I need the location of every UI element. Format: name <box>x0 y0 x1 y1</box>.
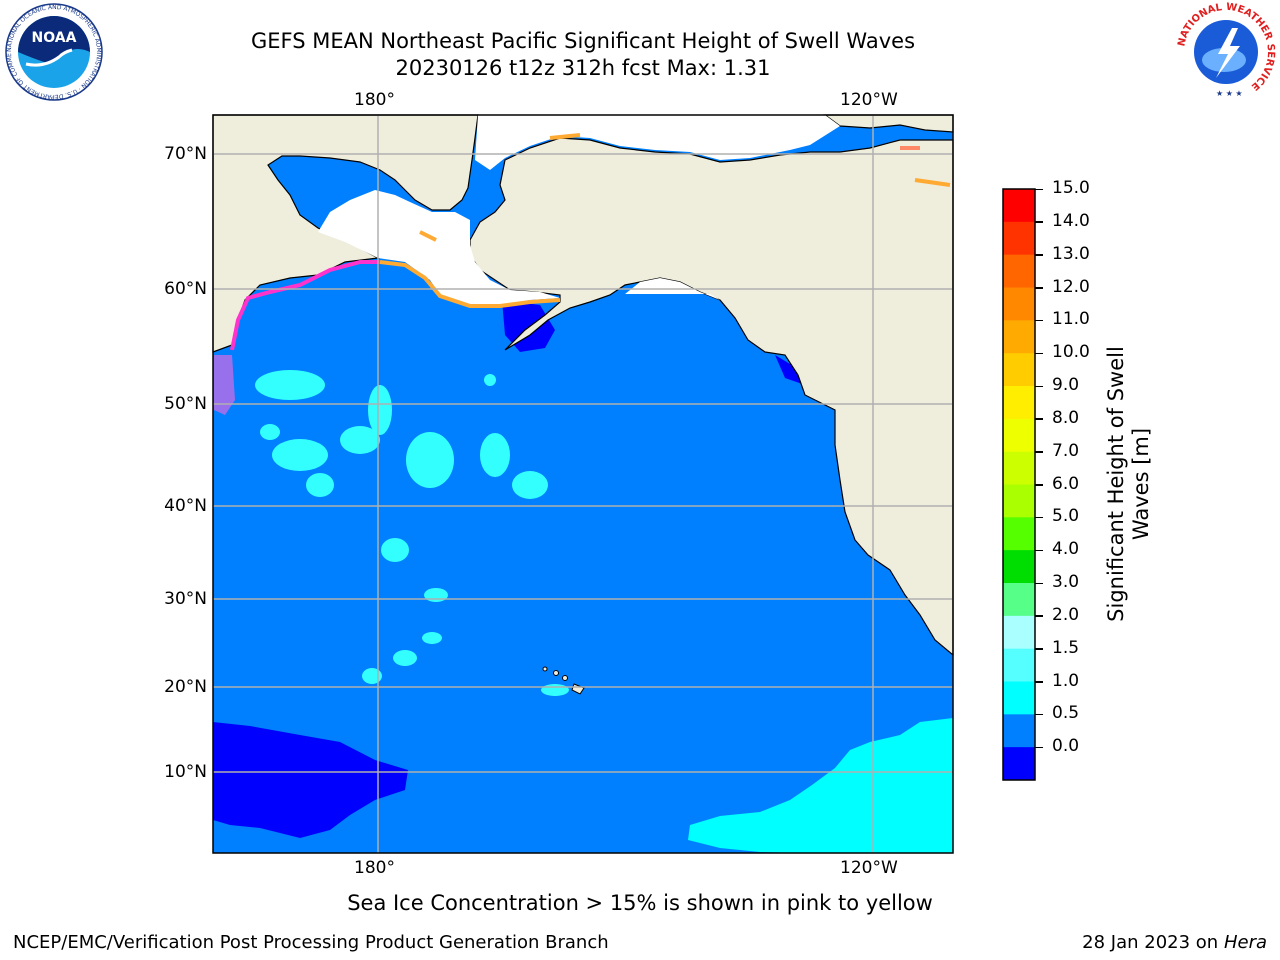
lon-label-bottom-180: 180° <box>354 858 395 878</box>
lat-label-60n: 60°N <box>164 279 207 299</box>
colorbar-tick-mark <box>1035 615 1043 617</box>
colorbar-segment <box>1003 353 1035 387</box>
colorbar-segment <box>1003 386 1035 420</box>
colorbar-tick-mark <box>1035 516 1043 519</box>
colorbar-segment <box>1003 287 1035 321</box>
colorbar-segment <box>1003 714 1035 748</box>
colorbar-segment <box>1003 615 1035 650</box>
lon-label-bottom-120w: 120°W <box>840 858 898 878</box>
colorbar-tick-label: 1.5 <box>1052 637 1080 658</box>
colorbar-segment <box>1003 550 1035 584</box>
colorbar-tick-mark <box>1035 385 1043 387</box>
colorbar-tick-label: 0.5 <box>1052 703 1080 724</box>
colorbar-segment <box>1003 747 1035 781</box>
colorbar-tick-label: 11.0 <box>1052 309 1090 330</box>
lat-label-40n: 40°N <box>164 496 207 516</box>
colorbar-segment <box>1003 221 1035 256</box>
colorbar-tick-label: 2.0 <box>1052 604 1080 625</box>
colorbar-tick-mark <box>1035 418 1043 420</box>
colorbar-tick-mark <box>1035 352 1043 355</box>
noaa-logo: NATIONAL OCEANIC AND ATMOSPHERIC ADMINIS… <box>4 2 103 101</box>
colorbar-tick-mark <box>1035 582 1043 584</box>
graticule <box>213 115 953 853</box>
colorbar-tick-label: 5.0 <box>1052 506 1080 527</box>
colorbar-tick-label: 1.0 <box>1052 670 1080 691</box>
colorbar-tick-label: 12.0 <box>1052 276 1090 297</box>
lat-label-10n: 10°N <box>164 762 207 782</box>
swell-region-low-coast <box>775 355 805 385</box>
colorbar-tick-label: 6.0 <box>1052 473 1080 494</box>
lat-label-50n: 50°N <box>164 394 207 414</box>
footer-machine: Hera <box>1223 932 1267 953</box>
noaa-logo-text: NOAA <box>32 30 77 46</box>
colorbar-tick-mark <box>1035 254 1043 256</box>
sea-ice-arctic <box>475 115 840 170</box>
colorbar-segment <box>1003 484 1035 518</box>
colorbar-segment <box>1003 451 1035 485</box>
colorbar-tick-mark <box>1035 681 1043 683</box>
colorbar-tick-mark <box>1035 319 1043 322</box>
footer-credit: NCEP/EMC/Verification Post Processing Pr… <box>13 932 609 953</box>
colorbar-tick-label: 0.0 <box>1052 736 1080 757</box>
colorbar-tick-label: 14.0 <box>1052 210 1090 231</box>
lat-label-20n: 20°N <box>164 677 207 697</box>
footer-date-text: 28 Jan 2023 on <box>1082 932 1224 953</box>
colorbar-tick-mark <box>1035 713 1043 716</box>
colorbar-tick-label: 9.0 <box>1052 375 1080 395</box>
colorbar-tick-label: 4.0 <box>1052 539 1080 560</box>
colorbar-segment <box>1003 583 1035 617</box>
colorbar-tick-mark <box>1035 451 1043 453</box>
colorbar-tick-mark <box>1035 188 1043 190</box>
map-frame <box>212 114 954 854</box>
colorbar-segment <box>1003 648 1035 682</box>
colorbar <box>1002 188 1036 781</box>
colorbar-tick-mark <box>1035 287 1043 289</box>
colorbar-tick-mark <box>1035 746 1043 749</box>
colorbar-label-line1: Significant Height of Swell <box>1104 346 1128 622</box>
colorbar-tick-mark <box>1035 221 1043 223</box>
map-subtitle: 20230126 t12z 312h fcst Max: 1.31 <box>395 56 771 80</box>
swell-patches <box>255 370 569 696</box>
colorbar-segment <box>1003 418 1035 453</box>
colorbar-tick-mark <box>1035 484 1043 486</box>
colorbar-segment <box>1003 254 1035 288</box>
colorbar-tick-label: 15.0 <box>1052 178 1090 198</box>
colorbar-label-line2: Waves [m] <box>1129 427 1153 541</box>
land-siberia <box>212 114 479 353</box>
lat-label-70n: 70°N <box>164 144 207 164</box>
colorbar-tick-label: 7.0 <box>1052 440 1080 461</box>
sea-ice-caption: Sea Ice Concentration > 15% is shown in … <box>347 891 933 915</box>
colorbar-segment <box>1003 189 1035 223</box>
map-title: GEFS MEAN Northeast Pacific Significant … <box>250 29 916 53</box>
swell-region-low-south <box>213 722 408 838</box>
colorbar-tick-label: 8.0 <box>1052 407 1080 428</box>
colorbar-tick-mark <box>1035 549 1043 552</box>
colorbar-segment <box>1003 517 1035 551</box>
colorbar-tick-label: 10.0 <box>1052 342 1090 363</box>
svg-text:★ ★ ★: ★ ★ ★ <box>1216 89 1243 98</box>
lon-label-top-180: 180° <box>354 90 395 110</box>
colorbar-segment <box>1003 320 1035 354</box>
colorbar-tick-label: 13.0 <box>1052 243 1090 264</box>
footer-date: 28 Jan 2023 on Hera <box>1082 932 1267 953</box>
colorbar-tick-label: 3.0 <box>1052 572 1080 592</box>
lat-label-30n: 30°N <box>164 589 207 609</box>
swell-region-high-se <box>688 718 953 853</box>
lon-label-top-120w: 120°W <box>840 90 898 110</box>
colorbar-tick-mark <box>1035 648 1043 650</box>
colorbar-segment <box>1003 681 1035 715</box>
sea-ice-pink-patch <box>214 355 235 415</box>
nws-logo: NATIONAL WEATHER SERVICE ★ ★ ★ <box>1176 2 1276 100</box>
